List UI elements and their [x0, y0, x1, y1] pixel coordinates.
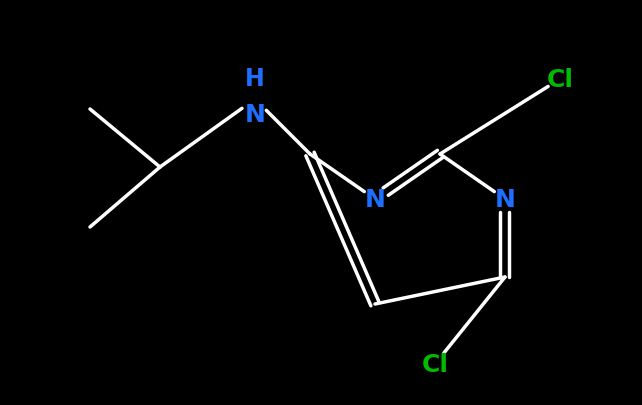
Text: H: H	[245, 67, 265, 91]
Text: Cl: Cl	[546, 68, 573, 92]
Text: Cl: Cl	[422, 352, 449, 376]
Text: N: N	[494, 188, 516, 211]
Text: N: N	[365, 188, 385, 211]
Text: N: N	[245, 103, 265, 127]
